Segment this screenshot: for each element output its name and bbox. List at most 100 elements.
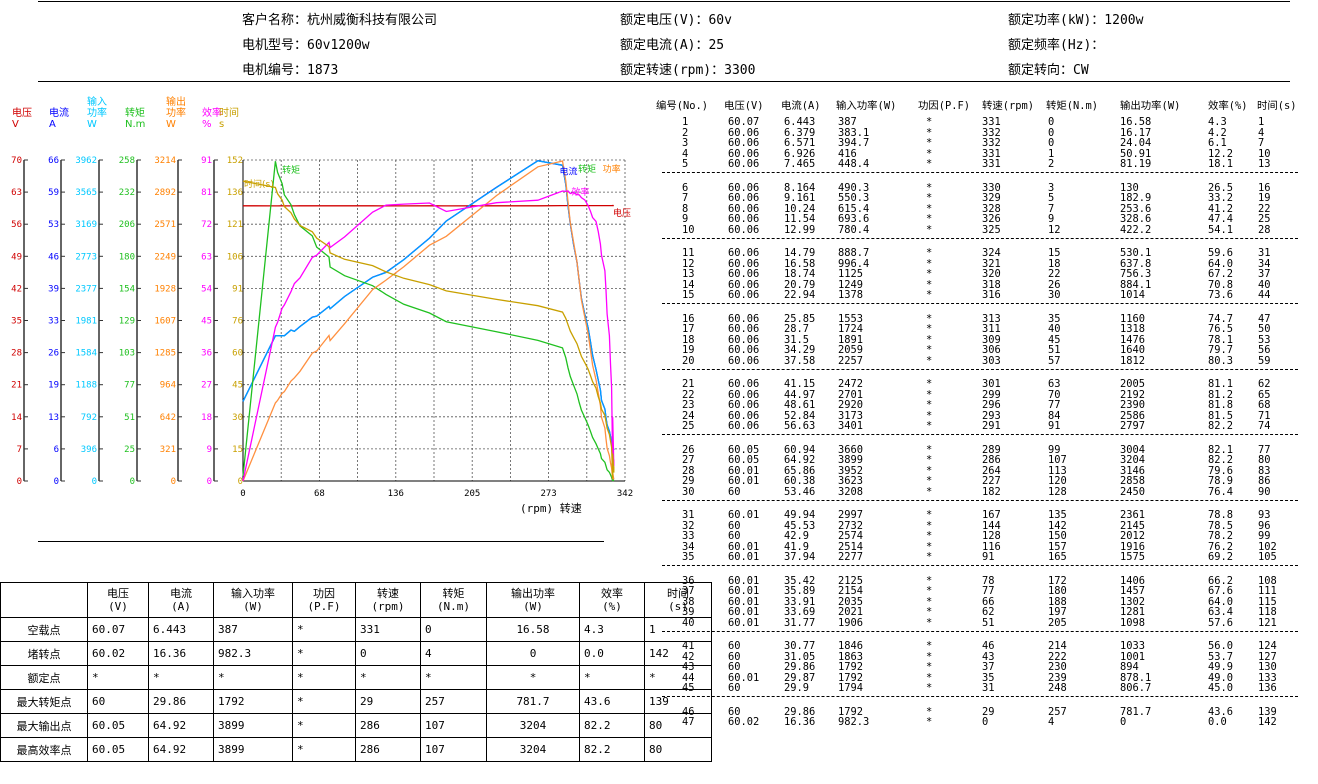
data-table-cell: 49.0 (1208, 671, 1234, 684)
axis-tick-label-eff: 9 (207, 445, 212, 455)
axis-tick-label-pin: 0 (92, 477, 97, 487)
data-table-cell: 16.58 (784, 257, 816, 270)
data-table-cell: 2 (1048, 158, 1055, 171)
data-table-cell: 60.05 (728, 454, 760, 467)
data-table-cell: * (926, 289, 933, 302)
data-table-cell: 30.77 (784, 640, 816, 652)
axis-tick-label-eff: 27 (201, 381, 212, 391)
data-table-cell: 331 (982, 158, 1001, 171)
data-table-row-number: 42 (682, 650, 695, 663)
data-table-header: 输出功率(W) (1120, 100, 1181, 112)
axis-title-time: 时间 (219, 106, 239, 119)
x-tick-label: 273 (540, 489, 556, 499)
axis-tick-label-pout: 1607 (154, 317, 176, 327)
data-table-cell: 2021 (838, 606, 864, 619)
data-table-row-number: 33 (682, 530, 695, 543)
data-table-group-divider (662, 368, 1298, 370)
data-table-row-number: 7 (682, 192, 689, 205)
data-table-cell: 37 (1258, 268, 1271, 281)
data-table-cell: 1812 (1120, 354, 1146, 367)
data-table-cell: * (926, 716, 933, 729)
data-table-cell: 293 (982, 409, 1001, 422)
summary-row-label: 堵转点 (0, 641, 88, 666)
data-table-cell: 107 (1048, 454, 1067, 467)
data-table-cell: 66 (982, 595, 995, 608)
data-table-row-number: 28 (682, 464, 695, 477)
axis-title-pout: 输出 (166, 95, 186, 108)
summary-cell: 3899 (213, 737, 293, 762)
axis-title-v: 电压 (12, 106, 32, 119)
data-table-cell: 781.7 (1120, 705, 1152, 718)
axis-tick-label-time: 136 (227, 188, 243, 198)
data-table-cell: * (926, 399, 933, 412)
data-table-cell: 324 (982, 247, 1001, 259)
data-table-cell: 81.8 (1208, 399, 1234, 412)
data-table-cell: 2059 (838, 344, 864, 357)
data-table-cell: 313 (982, 312, 1001, 325)
data-table-cell: 530.1 (1120, 247, 1152, 259)
data-table-cell: 45 (1048, 333, 1061, 346)
data-table-row-number: 4 (682, 147, 689, 160)
data-table-cell: 3173 (838, 409, 864, 422)
data-table-cell: 4.3 (1208, 116, 1227, 128)
axis-title-pout: W (166, 119, 176, 130)
data-table-cell: * (926, 137, 933, 150)
data-table-cell: 615.4 (838, 202, 870, 215)
data-table-cell: 2361 (1120, 509, 1146, 521)
data-table-cell: 42.9 (784, 530, 810, 543)
summary-cell: 64.92 (148, 713, 214, 738)
data-table-cell: 81.2 (1208, 388, 1234, 401)
data-table-cell: 227 (982, 475, 1001, 488)
axis-tick-label-pout: 1285 (154, 349, 176, 359)
data-table-cell: 45.53 (784, 519, 816, 532)
data-table-cell: 60.01 (728, 585, 760, 598)
data-table-cell: 150 (1048, 530, 1067, 543)
data-table-cell: 60.06 (728, 312, 760, 325)
data-table-row-number: 35 (682, 551, 695, 564)
summary-cell: 60.05 (87, 737, 149, 762)
data-table-cell: 257 (1048, 705, 1067, 718)
label-torque: 转矩 (282, 164, 300, 176)
data-table-cell: 60.01 (728, 551, 760, 564)
data-table-cell: 9 (1048, 213, 1055, 226)
data-table-cell: 46 (982, 640, 995, 652)
data-table-row-number: 21 (682, 378, 695, 390)
axis-tick-label-pout: 642 (160, 413, 176, 423)
summary-cell: 60.07 (87, 617, 149, 642)
data-table-cell: 180 (1048, 585, 1067, 598)
data-table-cell: 0.0 (1208, 716, 1227, 729)
data-table-cell: 76.5 (1208, 323, 1234, 336)
series-line-pin (242, 160, 615, 451)
summary-cell: 82.2 (579, 713, 645, 738)
axis-tick-label-a: 39 (48, 284, 59, 294)
axis-tick-label-a: 6 (54, 445, 59, 455)
data-table-cell: 982.3 (838, 716, 870, 729)
data-table-row-number: 30 (682, 485, 695, 498)
data-table-cell: 60.06 (728, 344, 760, 357)
data-table-cell: * (926, 323, 933, 336)
data-table-cell: 4 (1258, 126, 1265, 139)
data-table-cell: 60 (728, 640, 741, 652)
data-table-cell: 5 (1048, 192, 1055, 205)
data-table-cell: 8.164 (784, 181, 816, 194)
summary-header-cell: 输入功率 (W) (213, 582, 293, 618)
axis-title-a: 电流 (49, 106, 69, 119)
data-table-cell: 60 (728, 530, 741, 543)
data-table-cell: 3952 (838, 464, 864, 477)
series-line-eff (242, 190, 615, 482)
axis-tick-label-v: 35 (11, 317, 22, 327)
data-table-cell: 144 (982, 519, 1001, 532)
data-table-cell: 52.84 (784, 409, 816, 422)
data-table-cell: * (926, 278, 933, 291)
data-table-cell: 135 (1048, 509, 1067, 521)
data-table-cell: 81.1 (1208, 378, 1234, 390)
data-table-cell: 16.58 (1120, 116, 1152, 128)
data-table-cell: 63.4 (1208, 606, 1234, 619)
data-table-cell: 60.06 (728, 137, 760, 150)
data-table-cell: 1724 (838, 323, 864, 336)
summary-cell: * (579, 665, 645, 690)
data-table-cell: 78.9 (1208, 475, 1234, 488)
data-table-cell: 7 (1048, 202, 1055, 215)
data-table-cell: * (926, 640, 933, 652)
data-table-header: 功因(P.F) (918, 100, 971, 112)
